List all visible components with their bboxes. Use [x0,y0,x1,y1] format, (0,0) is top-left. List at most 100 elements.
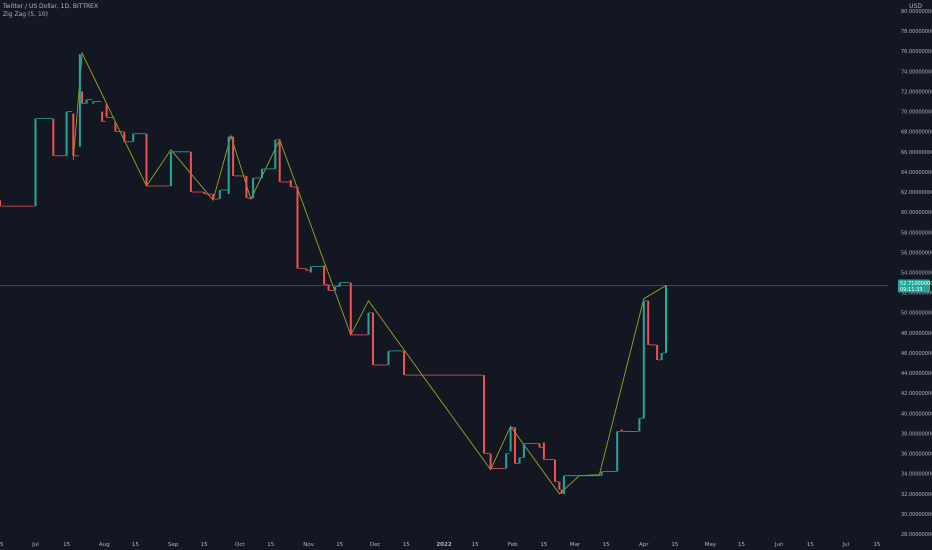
candle [261,168,263,178]
x-tick-label: 2022 [436,542,451,548]
x-tick-label: 15 [0,542,4,548]
candle [92,101,95,104]
chart-legend: Twitter / US Dollar, 1D, BITTREX Zig Zag… [3,3,98,19]
x-tick-label: 15 [201,542,208,548]
y-tick-label: 48.00000000 [901,331,932,337]
candle [665,285,667,353]
candle [289,180,292,187]
candle [169,151,172,186]
y-tick-label: 76.00000000 [901,49,932,55]
candle [483,375,485,454]
candle [616,431,619,472]
x-tick-label: Jun [774,542,784,548]
y-tick-label: 80.00000000 [901,9,932,15]
x-tick-label: Jul [31,542,39,548]
x-tick-label: May [705,542,717,548]
zigzag-layer [72,51,667,495]
currency-label: USD [909,3,922,10]
candle [509,427,512,452]
candle [145,133,148,186]
y-tick-label: 52.00000000 [901,291,932,297]
y-tick-label: 36.00000000 [901,452,932,458]
candle [296,187,299,269]
x-tick-label: Feb [508,542,518,548]
candle [403,350,405,375]
candle [514,427,516,464]
x-tick-label: 15 [807,542,814,548]
candle [114,121,117,132]
candle [560,489,563,494]
x-tick-label: 15 [671,542,678,548]
candle [105,103,108,118]
y-tick-label: 66.00000000 [901,150,932,156]
candle [349,282,352,335]
candle [85,99,88,104]
indicator-label[interactable]: Zig Zag (5, 10) [3,11,48,18]
candle [387,350,390,365]
candle [656,344,659,360]
candle [542,442,545,460]
candle [0,200,1,207]
x-tick-label: Mar [570,542,581,548]
y-tick-label: 60.00000000 [901,210,932,216]
x-axis[interactable]: 15 Jul 15 Aug 15 Sep 15 Oct 15 Nov 15 Dec 15 2022 15 Fe… [0,542,881,548]
y-tick-label: 58.00000000 [901,230,932,236]
price-badge-countdown: 09:11:33 [900,287,922,293]
candle [252,178,255,199]
y-tick-label: 28.00000000 [901,532,932,538]
candle [600,471,603,476]
y-tick-label: 78.00000000 [901,29,932,35]
candle [642,300,645,419]
candle [372,312,374,365]
candle [489,453,492,469]
candle [647,300,650,345]
y-tick-label: 30.00000000 [901,512,932,518]
y-tick-label: 38.00000000 [901,431,932,437]
candle [620,429,623,432]
candle [189,151,192,192]
y-tick-label: 46.00000000 [901,351,932,357]
candle [522,443,525,458]
y-tick-label: 54.00000000 [901,271,932,277]
price-badge-price: 52.71000000 [900,281,932,287]
y-tick-label: 74.00000000 [901,69,932,75]
candle [309,266,312,273]
y-tick-label: 62.00000000 [901,190,932,196]
x-tick-label: Apr [639,542,649,548]
y-tick-label: 42.00000000 [901,391,932,397]
x-tick-label: 15 [403,542,410,548]
y-tick-label: 56.00000000 [901,250,932,256]
y-axis[interactable]: 28.00000000 30.00000000 32.00000000 34.0000… [901,9,932,538]
y-tick-label: 72.00000000 [901,90,932,96]
x-tick-label: 15 [873,542,880,548]
y-tick-label: 68.00000000 [901,130,932,136]
y-tick-label: 40.00000000 [901,411,932,417]
x-tick-label: Sep [168,542,179,548]
x-tick-label: Nov [303,542,314,548]
zigzag-line [72,51,667,495]
y-tick-label: 70.00000000 [901,110,932,116]
candle [212,194,215,200]
candle [305,268,308,271]
candle [518,457,521,464]
symbol-title[interactable]: Twitter / US Dollar, 1D, BITTREX [3,3,99,10]
candle [203,192,206,194]
candles-layer [0,53,667,495]
x-tick-label: Dec [370,542,381,548]
y-tick-label: 64.00000000 [901,170,932,176]
candle [562,475,565,494]
candle [227,136,230,194]
x-tick-label: Aug [99,542,110,548]
candle [327,284,330,291]
candle [101,111,104,122]
candle [232,136,235,176]
candle [367,312,370,335]
candle [34,118,37,207]
candle [72,113,75,156]
x-tick-label: 15 [132,542,139,548]
x-tick-label: 15 [738,542,745,548]
candle [638,418,641,432]
candle [660,353,663,360]
